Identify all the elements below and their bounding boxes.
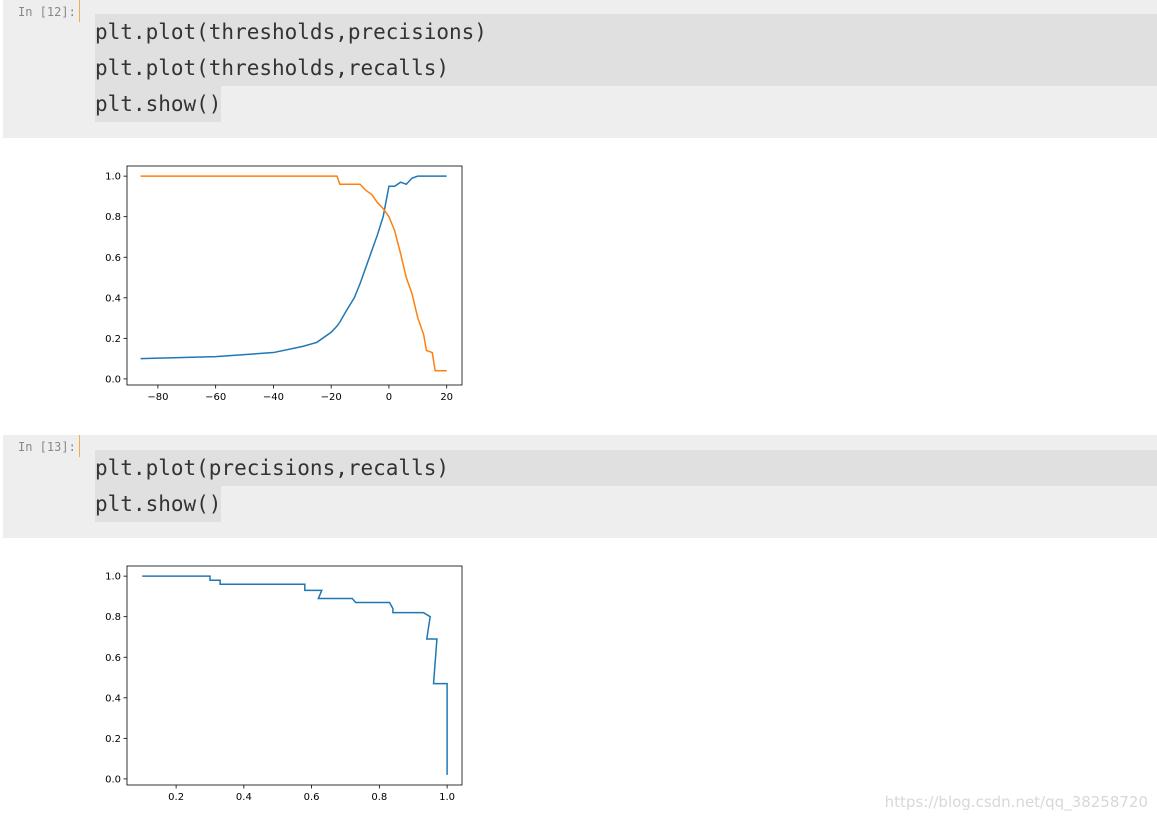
chart: −80 −60 −40 −20 0 20 0.0 0.2 0.4 0.6 0.8 1.0 — [105, 165, 463, 403]
y-tick-label: 1.0 — [105, 572, 121, 583]
x-tick-label: 0.6 — [304, 792, 320, 803]
prompt-bar — [79, 435, 80, 457]
y-tick-label: 0.8 — [105, 212, 121, 223]
prompt-bar — [79, 0, 80, 22]
x-tick-label: −60 — [205, 392, 226, 403]
y-tick-label: 0.2 — [105, 734, 121, 745]
data-line — [140, 175, 447, 372]
prompt: In [13]: — [18, 440, 76, 454]
x-tick-label: −80 — [147, 392, 168, 403]
x-tick-label: 0 — [386, 392, 392, 403]
data-line — [140, 175, 447, 360]
code-line: plt.plot(thresholds,recalls) — [95, 50, 1157, 86]
y-tick-label: 0.8 — [105, 612, 121, 623]
prompt: In [12]: — [18, 5, 76, 19]
plot-frame — [126, 165, 463, 386]
code-line: plt.plot(precisions,recalls) — [95, 450, 1157, 486]
y-tick-label: 0.6 — [105, 653, 121, 664]
x-tick-label: 0.2 — [168, 792, 184, 803]
code-cell[interactable]: In [13]: plt.plot(precisions,recalls) pl… — [3, 435, 1157, 538]
y-tick-label: 0.0 — [105, 374, 121, 385]
y-tick-label: 0.2 — [105, 334, 121, 345]
plot-frame — [126, 565, 463, 786]
code-line: plt.plot(thresholds,precisions) — [95, 14, 1157, 50]
y-tick-label: 0.4 — [105, 293, 121, 304]
x-tick-label: −20 — [321, 392, 342, 403]
code-line: plt.show() — [95, 86, 222, 122]
x-tick-label: 1.0 — [439, 792, 455, 803]
watermark: https://blog.csdn.net/qq_38258720 — [884, 793, 1148, 811]
code-cell[interactable]: In [12]: plt.plot(thresholds,precisions)… — [3, 0, 1157, 138]
chart: 0.2 0.4 0.6 0.8 1.0 0.0 0.2 0.4 0.6 0.8 1.0 — [105, 565, 463, 803]
x-tick-label: 0.4 — [236, 792, 252, 803]
x-tick-label: 20 — [440, 392, 453, 403]
code-line: plt.show() — [95, 486, 222, 522]
y-tick-label: 0.0 — [105, 774, 121, 785]
y-tick-label: 0.6 — [105, 253, 121, 264]
y-tick-label: 1.0 — [105, 172, 121, 183]
data-line — [142, 575, 448, 775]
x-tick-label: 0.8 — [371, 792, 387, 803]
x-tick-label: −40 — [263, 392, 284, 403]
y-tick-label: 0.4 — [105, 693, 121, 704]
